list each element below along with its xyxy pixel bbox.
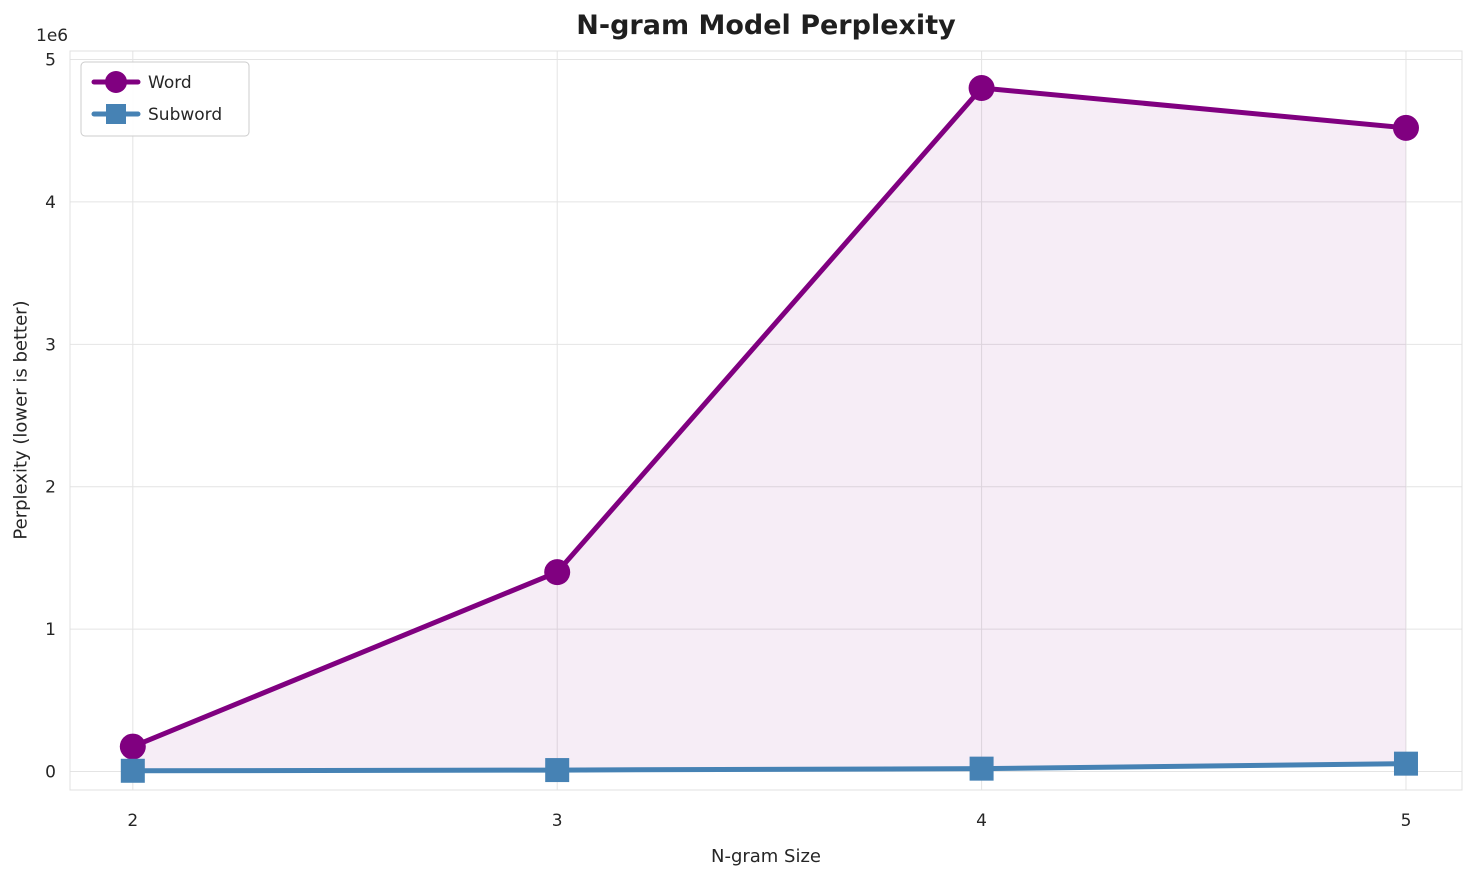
- word-data-point: [968, 75, 995, 102]
- y-tick-label: 5: [45, 51, 56, 71]
- x-tick-label: 3: [552, 811, 563, 831]
- legend-marker-subword: [106, 104, 126, 124]
- subword-data-point: [545, 758, 570, 783]
- subword-data-point: [120, 758, 145, 783]
- legend-label-word: Word: [148, 73, 192, 93]
- legend-marker-word: [105, 71, 127, 93]
- chart-title: N-gram Model Perplexity: [576, 10, 956, 41]
- x-tick-label: 4: [976, 811, 987, 831]
- word-data-point: [1392, 114, 1419, 141]
- subword-data-point: [1393, 751, 1418, 776]
- plot-border: [69, 50, 1463, 791]
- y-tick-label: 0: [45, 762, 56, 782]
- y-tick-label: 4: [45, 193, 56, 213]
- y-tick-label: 2: [45, 478, 56, 498]
- x-tick-label: 5: [1401, 811, 1412, 831]
- word-data-point: [119, 733, 146, 760]
- y-tick-label: 1: [45, 620, 56, 640]
- fill-between-region: [132, 88, 1406, 771]
- legend-label-subword: Subword: [148, 105, 222, 125]
- subword-data-point: [969, 756, 994, 781]
- word-series-line: [130, 85, 1409, 750]
- x-tick-label: 2: [127, 811, 138, 831]
- subword-series-line: [130, 761, 1409, 774]
- word-data-point: [544, 559, 571, 586]
- y-tick-label: 3: [45, 335, 56, 355]
- y-axis-label: Perplexity (lower is better): [10, 300, 32, 540]
- y-axis-offset-label: 1e6: [36, 26, 69, 46]
- x-axis-label: N-gram Size: [710, 846, 822, 867]
